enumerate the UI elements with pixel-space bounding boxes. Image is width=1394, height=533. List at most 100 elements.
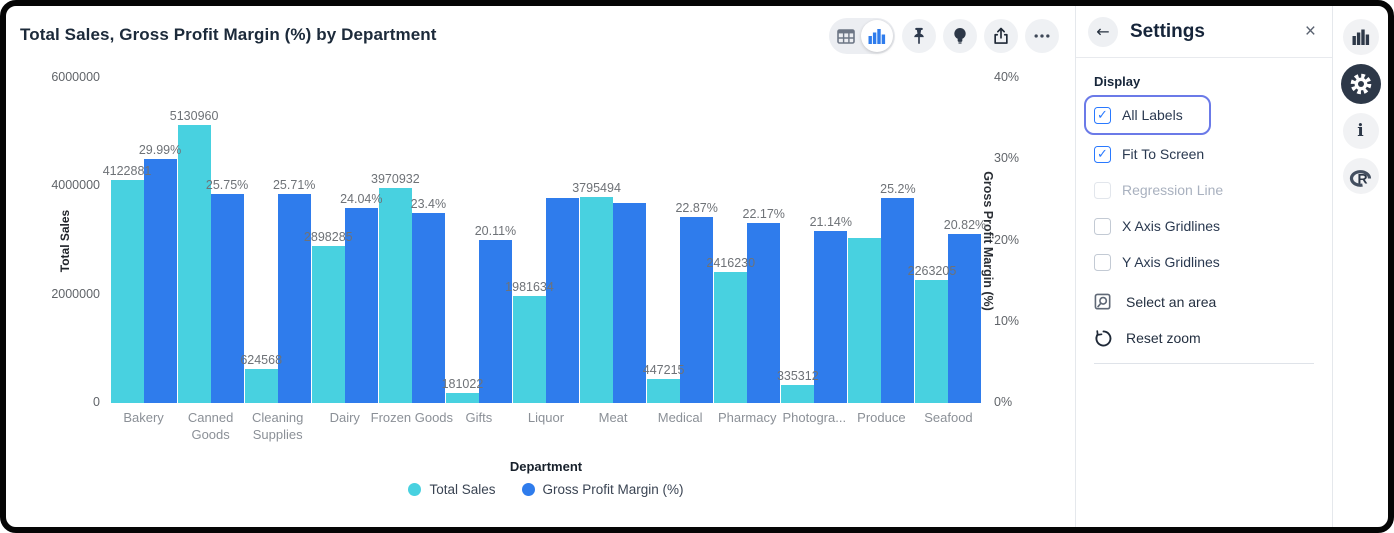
total-sales-value-label: 5130960	[169, 109, 219, 124]
gross-profit-margin-bar[interactable]: 22.17%	[743, 207, 785, 403]
total-sales-bar[interactable]: 2898285	[304, 230, 353, 403]
legend-item[interactable]: Gross Profit Margin (%)	[521, 482, 684, 497]
bar-group: 2263205 20.82%	[908, 218, 986, 403]
total-sales-bar[interactable]: 447215	[643, 363, 685, 403]
gross-profit-margin-bar[interactable]: 24.04%	[340, 192, 382, 403]
zoom-actions: Select an area Reset zoom	[1094, 291, 1314, 349]
category-label: Liquor	[527, 410, 565, 425]
checkbox-row-fit-to-screen[interactable]: ✓ Fit To Screen	[1094, 143, 1314, 165]
checkbox-icon[interactable]: ✓	[1094, 106, 1111, 124]
checkbox-row-x-axis-gridlines[interactable]: X Axis Gridlines	[1094, 215, 1314, 237]
close-icon[interactable]: ×	[1304, 21, 1316, 42]
settings-title: Settings	[1130, 20, 1205, 42]
total-sales-bar[interactable]: 3970932	[371, 172, 420, 403]
action-label: Select an area	[1126, 294, 1217, 310]
category-label: Photogra...	[782, 410, 847, 425]
bar-group: 624568 25.71%	[240, 178, 315, 403]
category-label: Bakery	[123, 410, 164, 425]
total-sales-bar[interactable]: 5130960	[170, 109, 218, 403]
category-label: Dairy	[329, 410, 360, 425]
gpm-value-label: 20.11%	[474, 223, 517, 238]
category-label: Frozen Goods	[370, 410, 454, 425]
checkbox-label: All Labels	[1122, 107, 1183, 123]
checkbox-row-regression-line[interactable]: Regression Line	[1094, 179, 1314, 201]
checkbox-icon[interactable]: ✓	[1094, 145, 1111, 163]
chart-view-icon[interactable]	[861, 20, 893, 52]
action-select-an-area[interactable]: Select an area	[1094, 291, 1314, 313]
gear-icon[interactable]	[1340, 64, 1381, 104]
gross-profit-margin-bar[interactable]: 21.14%	[810, 215, 852, 403]
settings-panel: ← Settings × Display ✓ All Labels ✓ Fit To …	[1075, 6, 1332, 527]
info-icon[interactable]: i	[1342, 113, 1379, 149]
chart-icon[interactable]	[1342, 19, 1379, 55]
category-label: Canned Goods	[187, 410, 234, 442]
gross-profit-margin-bar[interactable]: 23.4%	[411, 197, 446, 403]
bar-group: 4122881 29.99%	[103, 143, 181, 403]
checkbox-label: Y Axis Gridlines	[1122, 254, 1220, 270]
gross-profit-margin-bar[interactable]: 29.99%	[139, 143, 181, 403]
gross-profit-margin-bar[interactable]: 25.71%	[273, 178, 315, 403]
total-sales-bar[interactable]: 2263205	[908, 264, 956, 403]
checkbox-label: Fit To Screen	[1122, 146, 1205, 162]
left-axis-tick: 6000000	[51, 70, 100, 84]
total-sales-value-label: 181022	[441, 377, 484, 392]
action-label: Reset zoom	[1126, 330, 1201, 346]
chart-region: Total Sales, Gross Profit Margin (%) by …	[6, 6, 1075, 527]
category-label: Gifts	[465, 410, 493, 425]
total-sales-value-label: 447215	[642, 362, 685, 377]
category-label: Medical	[657, 410, 703, 425]
gross-profit-margin-bar[interactable]: 25.2%	[880, 182, 916, 403]
left-axis-tick: 4000000	[51, 178, 100, 193]
more-icon[interactable]	[1025, 19, 1059, 53]
lightbulb-icon[interactable]	[943, 19, 977, 53]
total-sales-bar[interactable]: 335312	[777, 369, 819, 403]
gpm-value-label: 22.17%	[742, 206, 785, 221]
category-label: Produce	[857, 410, 906, 425]
gpm-value-label: 23.4%	[410, 196, 447, 211]
checkbox-row-all-labels[interactable]: ✓ All Labels	[1084, 95, 1211, 135]
bar-group: 181022 20.11%	[442, 224, 516, 403]
reset-zoom-icon	[1094, 329, 1113, 348]
total-sales-bar[interactable]: 181022	[442, 377, 483, 403]
gpm-value-label: 21.14%	[809, 215, 852, 230]
chart-plot-area[interactable]: Total Sales Gross Profit Margin (%) 0 200…	[51, 70, 1019, 442]
checkbox-icon[interactable]	[1094, 217, 1111, 235]
bar-group: 2898285 24.04%	[304, 192, 382, 403]
total-sales-bar[interactable]: 4122881	[103, 164, 151, 403]
checkbox-icon[interactable]	[1094, 181, 1111, 199]
bar-group: 447215 22.87%	[643, 201, 718, 403]
legend-item[interactable]: Total Sales	[408, 482, 496, 497]
category-label: Pharmacy	[717, 410, 777, 425]
r-logo-icon[interactable]: R	[1342, 158, 1379, 194]
total-sales-bar[interactable]: 624568	[240, 353, 282, 403]
bar-group: 3795494	[572, 181, 647, 403]
table-view-icon[interactable]	[831, 21, 861, 51]
gross-profit-margin-bar[interactable]: 20.82%	[944, 218, 986, 403]
gross-profit-margin-bar[interactable]: 20.11%	[475, 224, 516, 403]
share-icon[interactable]	[984, 19, 1018, 53]
gpm-value-label: 22.87%	[675, 201, 718, 216]
left-axis-title: Total Sales	[58, 209, 73, 272]
action-reset-zoom[interactable]: Reset zoom	[1094, 327, 1314, 349]
total-sales-bar[interactable]: 2416230	[706, 256, 755, 403]
total-sales-bar[interactable]: 3795494	[572, 181, 621, 403]
display-section-heading: Display	[1094, 74, 1141, 89]
gross-profit-margin-bar[interactable]	[613, 203, 647, 403]
category-label: Cleaning Supplies	[252, 410, 304, 442]
total-sales-bar[interactable]: 1981634	[505, 280, 554, 403]
checkbox-icon[interactable]	[1094, 253, 1111, 271]
total-sales-bar[interactable]	[848, 237, 882, 403]
gross-profit-margin-bar[interactable]	[546, 198, 579, 403]
total-sales-value-label: 3970932	[371, 171, 420, 186]
x-axis-title: Department	[509, 459, 583, 474]
gross-profit-margin-bar[interactable]: 22.87%	[675, 201, 718, 403]
bar-group: 3970932 23.4%	[371, 172, 446, 403]
gross-profit-margin-bar[interactable]: 25.75%	[206, 178, 248, 403]
back-arrow-icon[interactable]: ←	[1088, 16, 1118, 47]
left-axis-tick: 2000000	[51, 286, 100, 301]
legend-label: Total Sales	[429, 482, 496, 497]
checkbox-row-y-axis-gridlines[interactable]: Y Axis Gridlines	[1094, 251, 1314, 273]
pin-icon[interactable]	[902, 19, 936, 53]
total-sales-value-label: 624568	[240, 353, 283, 368]
